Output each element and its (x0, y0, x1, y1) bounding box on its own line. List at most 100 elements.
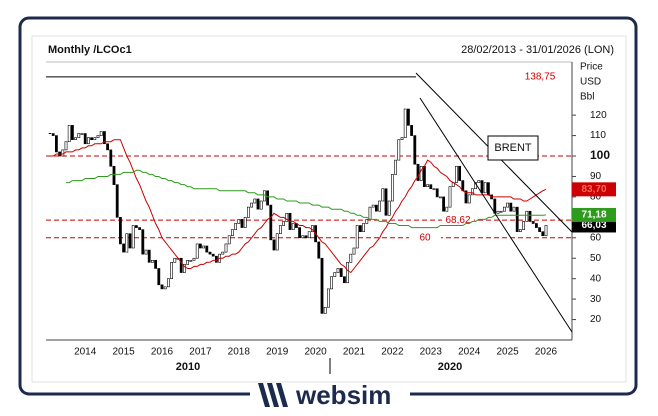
candle (186, 259, 190, 265)
candle (93, 137, 97, 140)
end-label: 66,03 (581, 220, 606, 231)
candle (115, 184, 119, 218)
x-tick-label: 2019 (266, 347, 289, 358)
candle (538, 227, 542, 232)
candle (381, 188, 385, 202)
candle (141, 229, 145, 255)
candle (256, 198, 260, 210)
decade-label: 2020 (438, 361, 462, 373)
candle (339, 268, 343, 277)
candle (458, 165, 462, 181)
candle (199, 243, 202, 249)
level-label-bg (524, 70, 556, 83)
channel-line (419, 97, 573, 333)
candle (317, 241, 321, 259)
candle (259, 200, 263, 210)
candle (71, 125, 74, 140)
candle (109, 149, 113, 167)
chart-subtitle: 28/02/2013 - 31/01/2026 (LON) (461, 44, 614, 56)
candle (403, 108, 407, 138)
candle (531, 221, 535, 224)
candle (438, 196, 442, 199)
candle (470, 188, 474, 196)
candle (211, 253, 215, 257)
x-tick-label: 2025 (496, 347, 519, 358)
candle (352, 247, 356, 255)
y-tick-label: 100 (590, 148, 610, 162)
decade-label: 2010 (176, 361, 200, 373)
candle (502, 206, 506, 212)
candle (378, 200, 382, 212)
level-label: 60 (419, 232, 431, 243)
candle (122, 243, 126, 253)
chart-title: Monthly /LCOc1 (48, 44, 132, 56)
candle (410, 125, 414, 136)
y-label: USD (580, 77, 601, 88)
candle (432, 188, 436, 191)
candle (135, 225, 138, 228)
candle (163, 286, 167, 290)
candle (323, 306, 327, 314)
candle (371, 204, 375, 208)
y-tick-label: 30 (590, 294, 602, 305)
x-tick-label: 2014 (74, 347, 97, 358)
candle (285, 212, 289, 222)
candle (512, 206, 516, 212)
candle (189, 259, 193, 262)
candle (205, 245, 209, 253)
annotation: BRENT (494, 142, 532, 154)
candle (74, 137, 78, 140)
candle (387, 200, 391, 216)
candle (342, 276, 346, 284)
candle (368, 206, 372, 220)
x-tick-label: 2026 (535, 347, 558, 358)
candle (266, 190, 270, 206)
x-tick-label: 2024 (458, 347, 481, 358)
inner-frame (31, 35, 627, 383)
candle (518, 229, 522, 232)
candle (477, 180, 481, 183)
candle (106, 143, 110, 151)
end-label: 83,70 (581, 184, 606, 195)
candle (454, 165, 458, 183)
x-tick-label: 2020 (304, 347, 327, 358)
candle (234, 223, 238, 230)
candle (99, 131, 103, 136)
moving-average (50, 139, 547, 274)
candle (151, 259, 154, 263)
candle (544, 225, 548, 237)
candle (278, 225, 282, 235)
candle (291, 223, 295, 230)
candle (390, 174, 394, 202)
candle (247, 206, 250, 218)
candle (499, 210, 503, 213)
y-tick-label: 90 (590, 171, 602, 182)
candle (231, 229, 234, 237)
candle (506, 202, 510, 208)
candle (269, 204, 273, 241)
end-label-box (572, 218, 616, 233)
candle (243, 217, 247, 228)
candle (330, 276, 334, 290)
candle (167, 278, 170, 288)
candle (183, 264, 186, 273)
level-label: 68,62 (445, 215, 470, 226)
candle (362, 223, 366, 232)
candle (416, 163, 420, 181)
candle (157, 268, 161, 286)
candle (515, 206, 519, 232)
candle (112, 165, 116, 185)
candle (119, 217, 122, 245)
candle (346, 262, 350, 284)
candle (227, 235, 231, 245)
candle (170, 262, 174, 279)
candle (253, 198, 257, 204)
candle (528, 210, 532, 222)
candle (534, 223, 538, 228)
end-label-box (572, 207, 616, 222)
candle (87, 137, 90, 145)
candle (307, 231, 311, 239)
candle (90, 137, 94, 140)
candle (445, 206, 449, 212)
